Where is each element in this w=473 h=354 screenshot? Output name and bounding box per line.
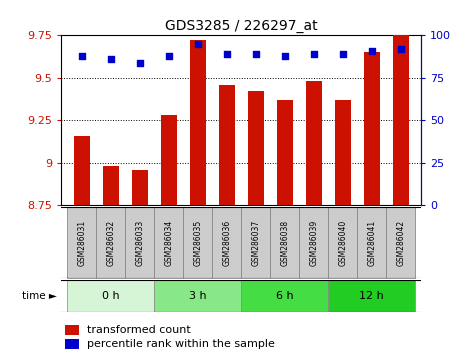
Text: GSM286042: GSM286042: [396, 219, 405, 266]
Text: GSM286035: GSM286035: [193, 219, 202, 266]
Point: [107, 56, 114, 62]
Bar: [132, 170, 148, 205]
Point: [252, 51, 260, 57]
Text: GSM286032: GSM286032: [106, 219, 115, 266]
Point: [310, 51, 317, 57]
Bar: [67, 207, 96, 278]
Bar: [328, 280, 415, 312]
Text: GSM286038: GSM286038: [280, 219, 289, 266]
Text: GSM286033: GSM286033: [135, 219, 144, 266]
Text: transformed count: transformed count: [87, 325, 191, 335]
Bar: [96, 207, 125, 278]
Bar: [393, 35, 409, 205]
Text: GSM286037: GSM286037: [251, 219, 260, 266]
Bar: [74, 136, 90, 205]
Text: GSM286040: GSM286040: [338, 219, 347, 266]
Text: 0 h: 0 h: [102, 291, 120, 301]
Bar: [212, 207, 241, 278]
Point: [281, 53, 289, 59]
Bar: [241, 207, 270, 278]
Bar: [248, 91, 264, 205]
Text: GSM286036: GSM286036: [222, 219, 231, 266]
Bar: [154, 207, 183, 278]
Bar: [65, 325, 79, 335]
Point: [78, 53, 86, 59]
Bar: [65, 339, 79, 349]
Point: [397, 46, 404, 52]
Bar: [161, 115, 177, 205]
Bar: [67, 280, 154, 312]
Bar: [190, 40, 206, 205]
Text: GSM286034: GSM286034: [164, 219, 173, 266]
Text: GSM286041: GSM286041: [367, 219, 376, 266]
Text: percentile rank within the sample: percentile rank within the sample: [87, 339, 274, 349]
Point: [136, 60, 143, 65]
Point: [165, 53, 173, 59]
Bar: [277, 100, 293, 205]
Bar: [364, 52, 380, 205]
Text: 12 h: 12 h: [359, 291, 384, 301]
Bar: [125, 207, 154, 278]
Bar: [103, 166, 119, 205]
Point: [223, 51, 230, 57]
Bar: [299, 207, 328, 278]
Bar: [357, 207, 386, 278]
Bar: [328, 207, 357, 278]
Bar: [183, 207, 212, 278]
Title: GDS3285 / 226297_at: GDS3285 / 226297_at: [165, 19, 317, 33]
Bar: [306, 81, 322, 205]
Point: [339, 51, 347, 57]
Bar: [335, 100, 350, 205]
Point: [368, 48, 376, 53]
Bar: [270, 207, 299, 278]
Text: 6 h: 6 h: [276, 291, 294, 301]
Bar: [241, 280, 328, 312]
Point: [194, 41, 201, 47]
Text: GSM286039: GSM286039: [309, 219, 318, 266]
Text: 3 h: 3 h: [189, 291, 207, 301]
Bar: [154, 280, 241, 312]
Bar: [219, 85, 235, 205]
Text: time ►: time ►: [22, 291, 57, 301]
Text: GSM286031: GSM286031: [77, 219, 86, 266]
Bar: [386, 207, 415, 278]
